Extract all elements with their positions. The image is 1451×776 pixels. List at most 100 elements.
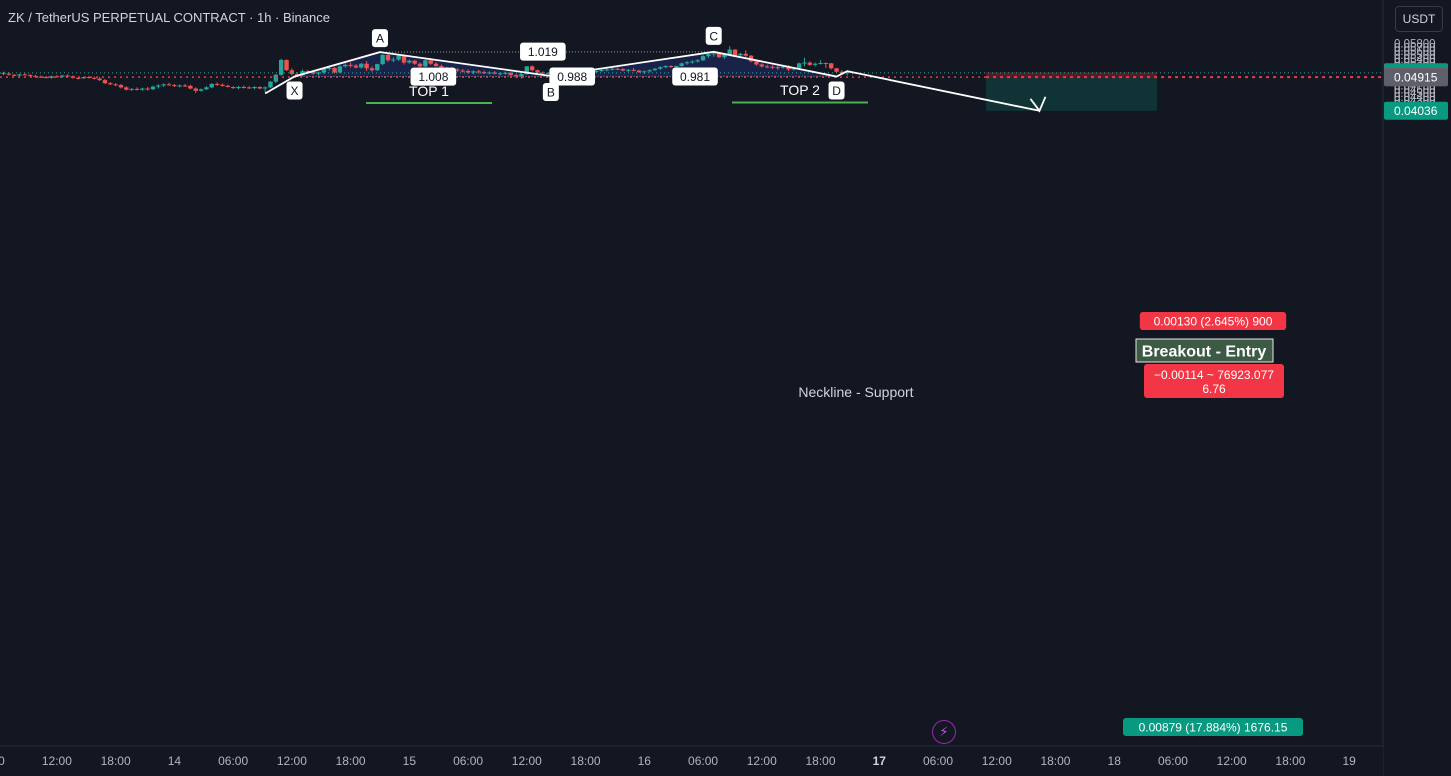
point-text: X xyxy=(291,84,299,98)
candle-body xyxy=(626,69,631,71)
candle-body xyxy=(92,77,97,79)
entry-label-line2: 6.76 xyxy=(1202,382,1226,396)
x-tick-label: 18:00 xyxy=(571,754,601,768)
candle-body xyxy=(369,68,375,71)
candle-body xyxy=(209,83,214,88)
candle-body xyxy=(252,86,257,89)
candle-body xyxy=(775,67,780,69)
candle-body xyxy=(321,68,327,73)
candle-body xyxy=(690,61,695,63)
candle-body xyxy=(668,66,674,68)
candle-body xyxy=(204,87,209,90)
y-tick-label: 0.05700 xyxy=(1394,42,1436,54)
ratio-label: 1.019 xyxy=(520,42,566,61)
price-tag: 0.04036 xyxy=(1384,101,1448,120)
candle-body xyxy=(273,74,279,82)
candle-body xyxy=(28,75,33,77)
candle-body xyxy=(786,66,791,70)
target-label: 0.00879 (17.884%) 1676.15 xyxy=(1123,718,1303,736)
candle-body xyxy=(535,70,540,73)
x-tick-label: 06:00 xyxy=(453,754,483,768)
neckline-label: Neckline - Support xyxy=(798,384,913,400)
top2-label: TOP 2 xyxy=(780,82,820,98)
candle-body xyxy=(796,63,802,68)
candle-body xyxy=(241,86,246,88)
candle-body xyxy=(706,54,711,57)
x-tick-label: 12:00 xyxy=(42,754,72,768)
candle-body xyxy=(391,59,396,61)
x-tick-label: 16 xyxy=(638,754,652,768)
candle-body xyxy=(642,71,647,73)
candle-body xyxy=(732,49,738,56)
candle-body xyxy=(508,72,513,76)
candle-body xyxy=(44,77,49,79)
candle-body xyxy=(540,72,546,74)
candle-body xyxy=(33,75,38,77)
x-tick-label: 00 xyxy=(0,754,5,768)
pattern-point-d: D xyxy=(828,81,845,100)
candle-body xyxy=(647,70,652,72)
candle-body xyxy=(743,53,748,56)
x-tick-label: 12:00 xyxy=(277,754,307,768)
ratio-label-bg xyxy=(410,67,457,86)
pattern-path xyxy=(264,50,1040,112)
y-tick-label: 0.05600 xyxy=(1394,46,1436,58)
candle-body xyxy=(268,81,273,88)
target-label-text: 0.00879 (17.884%) 1676.15 xyxy=(1139,720,1288,734)
candle-body xyxy=(412,60,417,64)
candle-body xyxy=(311,72,316,74)
candle-body xyxy=(401,55,407,63)
point-bg xyxy=(542,83,559,102)
x-tick-label: 06:00 xyxy=(1158,754,1188,768)
candle-body xyxy=(225,85,230,87)
lightning-bolt-icon[interactable]: ⚡ xyxy=(932,720,956,744)
candle-body xyxy=(102,80,108,84)
ratio-label-text: 0.981 xyxy=(680,70,710,84)
candle-body xyxy=(230,86,236,89)
candle-body xyxy=(802,62,807,64)
target-label-bg xyxy=(1123,718,1303,736)
candle-body xyxy=(65,75,70,77)
x-tick-label: 18:00 xyxy=(336,754,366,768)
candle-body xyxy=(284,59,289,71)
candle-body xyxy=(118,85,124,88)
candle-body xyxy=(380,54,385,65)
candle-body xyxy=(652,68,658,71)
x-tick-label: 18 xyxy=(1108,754,1122,768)
candle-body xyxy=(407,60,412,63)
candle-body xyxy=(161,84,166,86)
candle-body xyxy=(375,64,380,71)
breakout-entry-label: Breakout - Entry xyxy=(1135,338,1274,363)
symbol-title[interactable]: ZK / TetherUS PERPETUAL CONTRACT · 1h · … xyxy=(8,10,330,25)
candle-body xyxy=(295,74,300,76)
point-bg xyxy=(828,81,845,100)
candle-body xyxy=(348,64,353,66)
currency-button[interactable]: USDT xyxy=(1395,6,1443,32)
candle-body xyxy=(519,74,524,76)
candle-body xyxy=(594,70,599,73)
candle-body xyxy=(807,62,813,65)
candle-body xyxy=(145,88,150,90)
candle-body xyxy=(38,76,44,78)
candle-body xyxy=(711,53,716,55)
candle-body xyxy=(631,69,636,71)
ratio-label-bg xyxy=(549,67,596,86)
candle-body xyxy=(529,66,535,71)
x-tick-label: 18:00 xyxy=(101,754,131,768)
candle-body xyxy=(337,66,343,73)
x-tick-label: 06:00 xyxy=(218,754,248,768)
candle-body xyxy=(156,85,161,87)
ratio-label: 1.008 xyxy=(410,67,457,86)
candle-body xyxy=(738,53,743,56)
candle-body xyxy=(497,73,503,75)
price-tag-text: 0.04915 xyxy=(1394,70,1438,84)
candle-body xyxy=(417,63,423,67)
candle-body xyxy=(620,69,626,71)
x-tick-label: 12:00 xyxy=(982,754,1012,768)
stop-label: 0.00130 (2.645%) 900 xyxy=(1139,312,1287,330)
candle-body xyxy=(433,63,439,67)
candle-body xyxy=(455,69,460,71)
pattern-point-a: A xyxy=(371,29,388,48)
candle-body xyxy=(663,66,668,68)
